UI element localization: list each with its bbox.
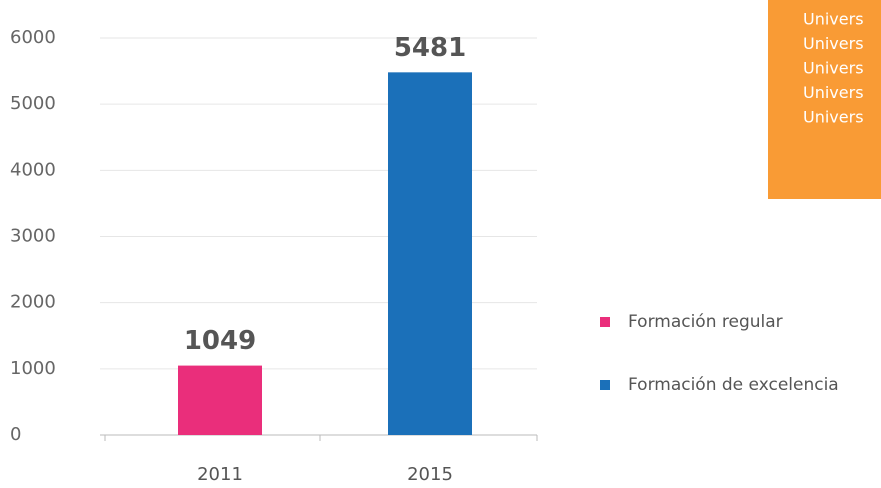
y-tick-label: 0 (10, 424, 21, 445)
legend-label: Formación de excelencia (628, 375, 839, 395)
legend-swatch (600, 317, 610, 327)
bar (178, 365, 262, 435)
y-tick-label: 3000 (10, 226, 56, 247)
bar (388, 72, 472, 435)
x-tick-label: 2015 (407, 464, 453, 485)
y-tick-label: 2000 (10, 292, 56, 313)
annotation-text: Univers (803, 10, 864, 29)
annotation-text: Univers (803, 83, 864, 102)
y-tick-label: 4000 (10, 159, 56, 180)
annotation-text: Univers (803, 34, 864, 53)
legend-label: Formación regular (628, 312, 783, 332)
x-tick-label: 2011 (197, 464, 243, 485)
y-tick-label: 6000 (10, 27, 56, 48)
data-label: 1049 (184, 326, 256, 356)
data-label: 5481 (394, 33, 466, 63)
y-tick-label: 5000 (10, 93, 56, 114)
annotation-text: Univers (803, 59, 864, 78)
annotation-box (768, 0, 881, 199)
legend-swatch (600, 380, 610, 390)
annotation-text: Univers (803, 108, 864, 127)
y-tick-label: 1000 (10, 358, 56, 379)
